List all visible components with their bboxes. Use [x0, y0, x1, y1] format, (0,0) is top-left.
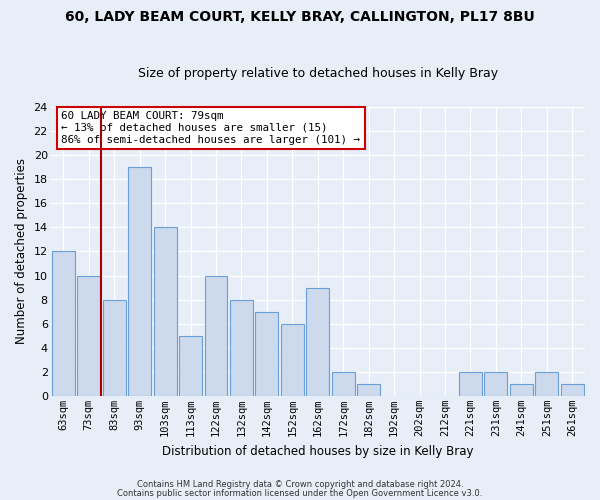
Bar: [561, 384, 584, 396]
Bar: [52, 252, 75, 396]
Bar: [535, 372, 558, 396]
Bar: [281, 324, 304, 396]
Bar: [510, 384, 533, 396]
Bar: [103, 300, 125, 396]
Bar: [307, 288, 329, 396]
Bar: [154, 228, 176, 396]
Bar: [230, 300, 253, 396]
Text: 60, LADY BEAM COURT, KELLY BRAY, CALLINGTON, PL17 8BU: 60, LADY BEAM COURT, KELLY BRAY, CALLING…: [65, 10, 535, 24]
Bar: [332, 372, 355, 396]
Text: Contains public sector information licensed under the Open Government Licence v3: Contains public sector information licen…: [118, 489, 482, 498]
Bar: [205, 276, 227, 396]
Bar: [128, 167, 151, 396]
Bar: [484, 372, 508, 396]
Bar: [77, 276, 100, 396]
Bar: [256, 312, 278, 396]
Text: 60 LADY BEAM COURT: 79sqm
← 13% of detached houses are smaller (15)
86% of semi-: 60 LADY BEAM COURT: 79sqm ← 13% of detac…: [61, 112, 360, 144]
X-axis label: Distribution of detached houses by size in Kelly Bray: Distribution of detached houses by size …: [162, 444, 473, 458]
Bar: [179, 336, 202, 396]
Bar: [357, 384, 380, 396]
Title: Size of property relative to detached houses in Kelly Bray: Size of property relative to detached ho…: [138, 66, 498, 80]
Text: Contains HM Land Registry data © Crown copyright and database right 2024.: Contains HM Land Registry data © Crown c…: [137, 480, 463, 489]
Y-axis label: Number of detached properties: Number of detached properties: [15, 158, 28, 344]
Bar: [459, 372, 482, 396]
